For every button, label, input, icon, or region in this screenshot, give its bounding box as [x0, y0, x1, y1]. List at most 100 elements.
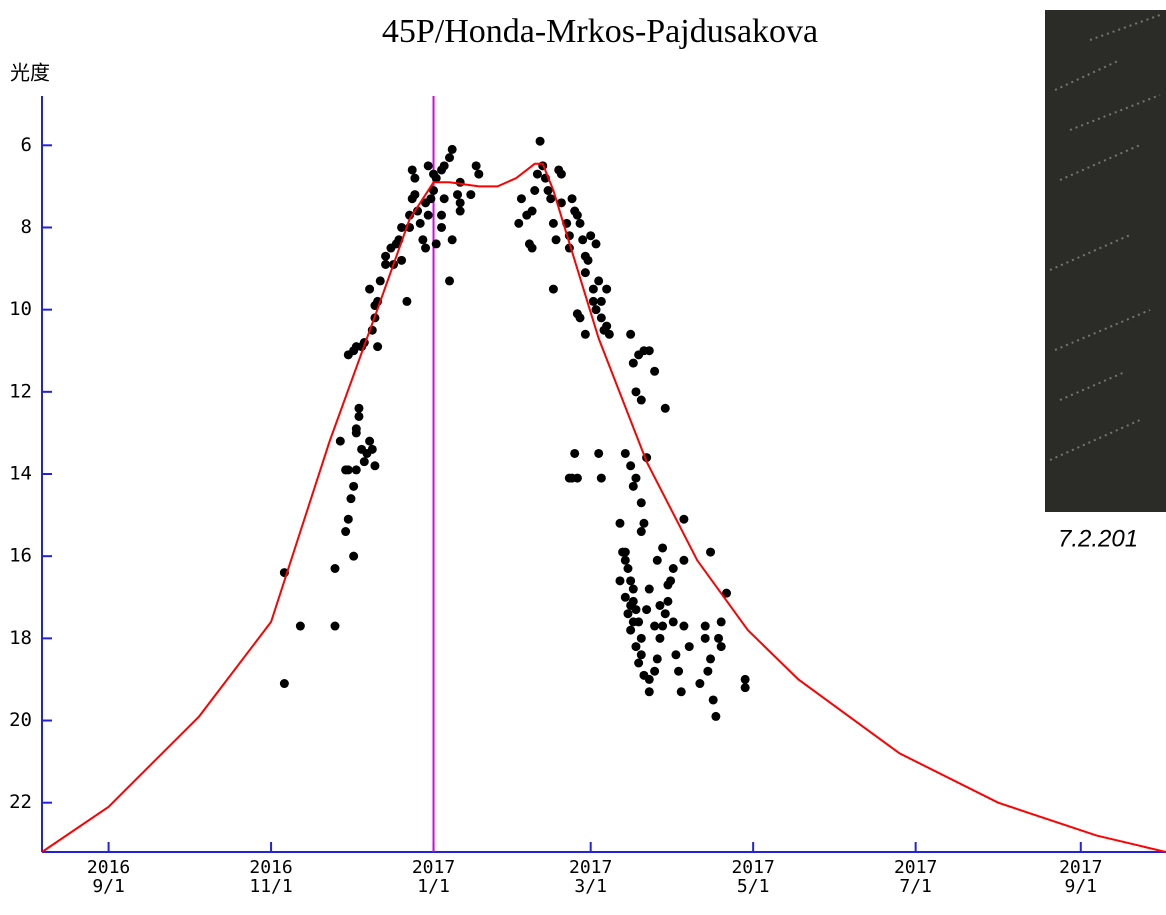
observation-point [447, 144, 457, 154]
observation-point [546, 194, 556, 204]
observation-point [660, 403, 670, 413]
observation-point [650, 366, 660, 376]
observation-point [663, 596, 673, 606]
observation-point [668, 564, 678, 573]
observation-point [596, 473, 606, 483]
observation-point [397, 255, 407, 265]
observation-point [588, 284, 598, 294]
observation-point [604, 329, 614, 339]
observation-point [346, 494, 356, 504]
x-tick-label: 2017 7/1 [893, 857, 938, 897]
observation-point [695, 679, 705, 689]
observation-point [447, 235, 457, 245]
observation-point [381, 251, 391, 261]
y-tick-label: 6 [21, 134, 32, 156]
observation-point [341, 527, 351, 537]
observation-point [626, 461, 636, 471]
observation-point [567, 194, 577, 204]
observation-point [636, 633, 646, 643]
observation-point [663, 580, 673, 590]
observation-point [527, 206, 537, 216]
observation-point [548, 284, 558, 294]
observation-point [516, 194, 526, 204]
observation-point [437, 210, 447, 220]
observation-point [407, 165, 417, 175]
observation-point [588, 296, 598, 306]
observation-point [455, 177, 465, 187]
observation-point [402, 296, 412, 306]
observation-point [700, 621, 710, 631]
x-tick-label: 2017 1/1 [411, 857, 456, 897]
observation-point [644, 687, 654, 697]
observation-point [636, 650, 646, 660]
observation-point [628, 358, 638, 368]
observation-point [375, 276, 385, 286]
observation-point [580, 268, 590, 278]
observation-point [349, 481, 359, 491]
observation-point [359, 457, 369, 467]
observation-point [279, 679, 289, 689]
observation-point [572, 210, 582, 220]
observation-point [330, 621, 340, 631]
observation-point [381, 259, 391, 269]
observation-point [455, 206, 465, 216]
observation-point [591, 305, 601, 315]
observation-point [580, 329, 590, 339]
observation-point [703, 666, 713, 676]
y-tick-label: 12 [9, 380, 32, 402]
observation-point [626, 576, 636, 586]
observation-point [708, 695, 718, 705]
y-tick-label: 8 [21, 216, 32, 238]
observation-point [572, 473, 582, 483]
observation-point [626, 329, 636, 339]
observation-point [623, 564, 633, 573]
observation-point [596, 313, 606, 323]
observation-point [658, 543, 668, 553]
observation-point [615, 518, 625, 528]
y-tick-label: 20 [9, 709, 32, 731]
observation-point [644, 584, 654, 594]
observation-point [620, 547, 630, 557]
observation-point [335, 436, 345, 446]
observation-point [514, 218, 524, 228]
observation-point [330, 564, 340, 573]
observation-point [652, 654, 662, 664]
observation-point [623, 609, 633, 619]
observation-point [530, 186, 540, 195]
observation-point [373, 342, 383, 352]
observation-point [620, 448, 630, 458]
observation-point [343, 465, 353, 475]
observation-point [362, 448, 372, 458]
observation-point [655, 600, 665, 610]
observation-point [716, 617, 726, 627]
observation-point [556, 198, 566, 208]
observation-point [636, 498, 646, 508]
observation-point [668, 617, 678, 627]
observation-point [551, 235, 561, 245]
observation-point [626, 625, 636, 635]
observation-point [295, 621, 305, 631]
observation-point [628, 584, 638, 594]
observation-point [620, 555, 630, 565]
observation-point [471, 161, 481, 171]
y-axis-label: 光度 [10, 61, 50, 85]
observation-point [583, 255, 593, 265]
observation-point [410, 173, 420, 183]
observation-point [660, 609, 670, 619]
observation-point [354, 411, 364, 421]
y-tick-label: 14 [9, 463, 32, 485]
observation-point [437, 222, 447, 232]
observation-point [445, 276, 455, 286]
observation-point [650, 621, 660, 631]
observation-point [575, 218, 585, 228]
observation-point [626, 600, 636, 610]
observation-point [578, 235, 588, 245]
observation-point [365, 436, 375, 446]
observation-point [679, 555, 689, 565]
observation-point [620, 592, 630, 602]
observation-point [700, 633, 710, 643]
observation-point [575, 313, 585, 323]
observation-point [415, 218, 425, 228]
